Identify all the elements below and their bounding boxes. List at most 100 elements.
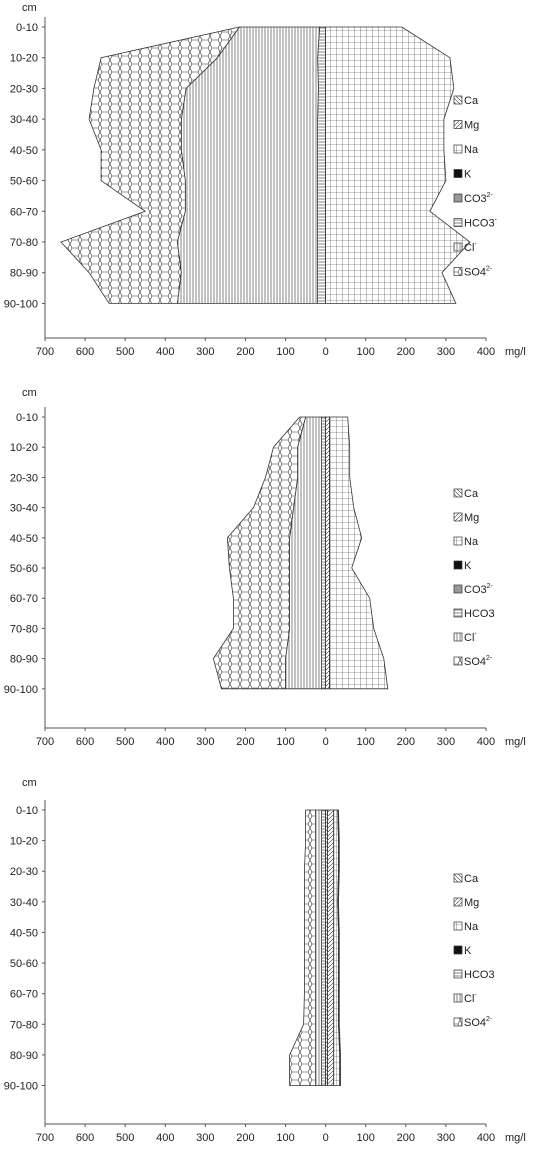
depth-tick-label: 60-70 — [10, 206, 38, 218]
depth-tick-label: 40-50 — [10, 145, 38, 157]
legend-swatch-hco3 — [453, 218, 463, 227]
legend-swatch-ca — [453, 488, 463, 498]
x-tick-label: 600 — [76, 346, 94, 358]
x-tick-label: 200 — [236, 346, 254, 358]
legend-swatch-mg — [453, 120, 463, 129]
legend-swatch-na — [453, 921, 463, 931]
legend-swatch-co3 — [453, 584, 463, 594]
legend-label-k: K — [464, 560, 472, 572]
x-axis-unit-label: mg/l — [505, 346, 526, 358]
area-so4 — [212, 416, 307, 690]
x-tick-label: 600 — [76, 1132, 94, 1144]
legend-label-mg: Mg — [464, 120, 479, 132]
legend-swatch-k — [453, 169, 463, 178]
legend-label-hco3: HCO3 — [464, 969, 495, 981]
depth-tick-label: 40-50 — [10, 533, 38, 545]
legend-label-so4: SO42- — [464, 1016, 493, 1029]
area-mg — [327, 809, 335, 1086]
y-axis-unit-label: cm — [22, 387, 37, 399]
y-axis-unit-label: cm — [22, 2, 37, 14]
depth-tick-label: 90-100 — [4, 1081, 38, 1093]
legend-swatch-cl — [453, 632, 463, 642]
x-tick-label: 100 — [357, 1132, 375, 1144]
legend-label-na: Na — [464, 536, 479, 548]
legend-swatch-mg — [453, 512, 463, 522]
x-tick-label: 300 — [437, 1132, 455, 1144]
depth-tick-label: 60-70 — [10, 989, 38, 1001]
legend-swatch-hco3 — [453, 969, 463, 979]
depth-tick-label: 0-10 — [16, 805, 38, 817]
depth-tick-label: 0-10 — [16, 22, 38, 34]
area-hco3 — [321, 809, 327, 1086]
chart-panel-2: cm 0-10 10-20 20-30 30-40 40-50 50-60 60-70 70-8… — [4, 387, 526, 748]
legend-label-cl: Cl- — [464, 241, 477, 254]
chart-panel-3: cm 0-10 10-20 20-30 30-40 40-50 50-60 60-70 70-8… — [4, 777, 526, 1144]
x-tick-label: 300 — [196, 1132, 214, 1144]
depth-tick-label: 70-80 — [10, 623, 38, 635]
area-so4 — [289, 809, 317, 1086]
legend-label-cl: Cl- — [464, 631, 477, 644]
depth-tick-label: 70-80 — [10, 1019, 38, 1031]
legend-label-so4: SO42- — [464, 266, 493, 279]
legend-swatch-k — [453, 945, 463, 955]
legend-swatch-hco3 — [453, 608, 463, 618]
x-tick-label: 100 — [276, 346, 294, 358]
x-tick-label: 300 — [196, 736, 214, 748]
x-tick-label: 300 — [437, 736, 455, 748]
x-tick-label: 200 — [236, 1132, 254, 1144]
legend-label-hco3: HCO3- — [464, 217, 498, 230]
depth-tick-label: 40-50 — [10, 927, 38, 939]
legend-swatch-so4 — [453, 267, 463, 276]
x-tick-label: 700 — [36, 736, 54, 748]
legend-label-ca: Ca — [464, 95, 479, 107]
legend-swatch-k — [453, 560, 463, 570]
legend-label-k: K — [464, 169, 472, 181]
x-tick-label: 300 — [196, 346, 214, 358]
x-tick-label: 100 — [276, 1132, 294, 1144]
depth-tick-label: 50-60 — [10, 958, 38, 970]
legend-label-cl: Cl- — [464, 992, 477, 1005]
legend-label-k: K — [464, 945, 472, 957]
legend-swatch-cl — [453, 993, 463, 1003]
legend-label-co3: CO32- — [464, 583, 494, 596]
x-tick-label: 700 — [36, 1132, 54, 1144]
x-tick-label: 400 — [156, 736, 174, 748]
x-tick-label: 100 — [357, 346, 375, 358]
depth-tick-label: 10-20 — [10, 836, 38, 848]
y-axis-unit-label: cm — [22, 777, 37, 789]
depth-tick-label: 30-40 — [10, 503, 38, 515]
x-tick-label: 100 — [276, 736, 294, 748]
depth-tick-label: 50-60 — [10, 176, 38, 188]
chart-panel-1: cm 0-10 10-20 20-30 30-40 40-50 50-60 60-70 70-8… — [4, 2, 526, 358]
x-tick-label: 100 — [357, 736, 375, 748]
x-tick-label: 0 — [323, 736, 329, 748]
area-cl — [315, 809, 323, 1086]
legend-swatch-na — [453, 144, 463, 154]
legend-label-mg: Mg — [464, 512, 479, 524]
legend-swatch-na — [453, 536, 463, 546]
depth-tick-label: 30-40 — [10, 897, 38, 909]
depth-tick-label: 90-100 — [4, 684, 38, 696]
legend-swatch-ca — [453, 95, 463, 105]
area-na — [325, 26, 471, 304]
x-tick-label: 200 — [397, 736, 415, 748]
depth-tick-label: 10-20 — [10, 53, 38, 65]
legend-label-na: Na — [464, 921, 479, 933]
legend-label-na: Na — [464, 144, 479, 156]
x-tick-label: 500 — [116, 346, 134, 358]
legend-label-so4: SO42- — [464, 655, 493, 668]
depth-tick-label: 80-90 — [10, 654, 38, 666]
depth-tick-label: 20-30 — [10, 83, 38, 95]
depth-tick-label: 20-30 — [10, 866, 38, 878]
x-tick-label: 500 — [116, 1132, 134, 1144]
x-tick-label: 400 — [156, 1132, 174, 1144]
depth-tick-label: 10-20 — [10, 442, 38, 454]
depth-tick-label: 80-90 — [10, 268, 38, 280]
legend-label-mg: Mg — [464, 897, 479, 909]
legend-label-co3: CO32- — [464, 192, 494, 205]
area-mg — [325, 416, 331, 690]
depth-tick-label: 20-30 — [10, 472, 38, 484]
legend-swatch-so4 — [453, 656, 463, 666]
x-tick-label: 700 — [36, 346, 54, 358]
